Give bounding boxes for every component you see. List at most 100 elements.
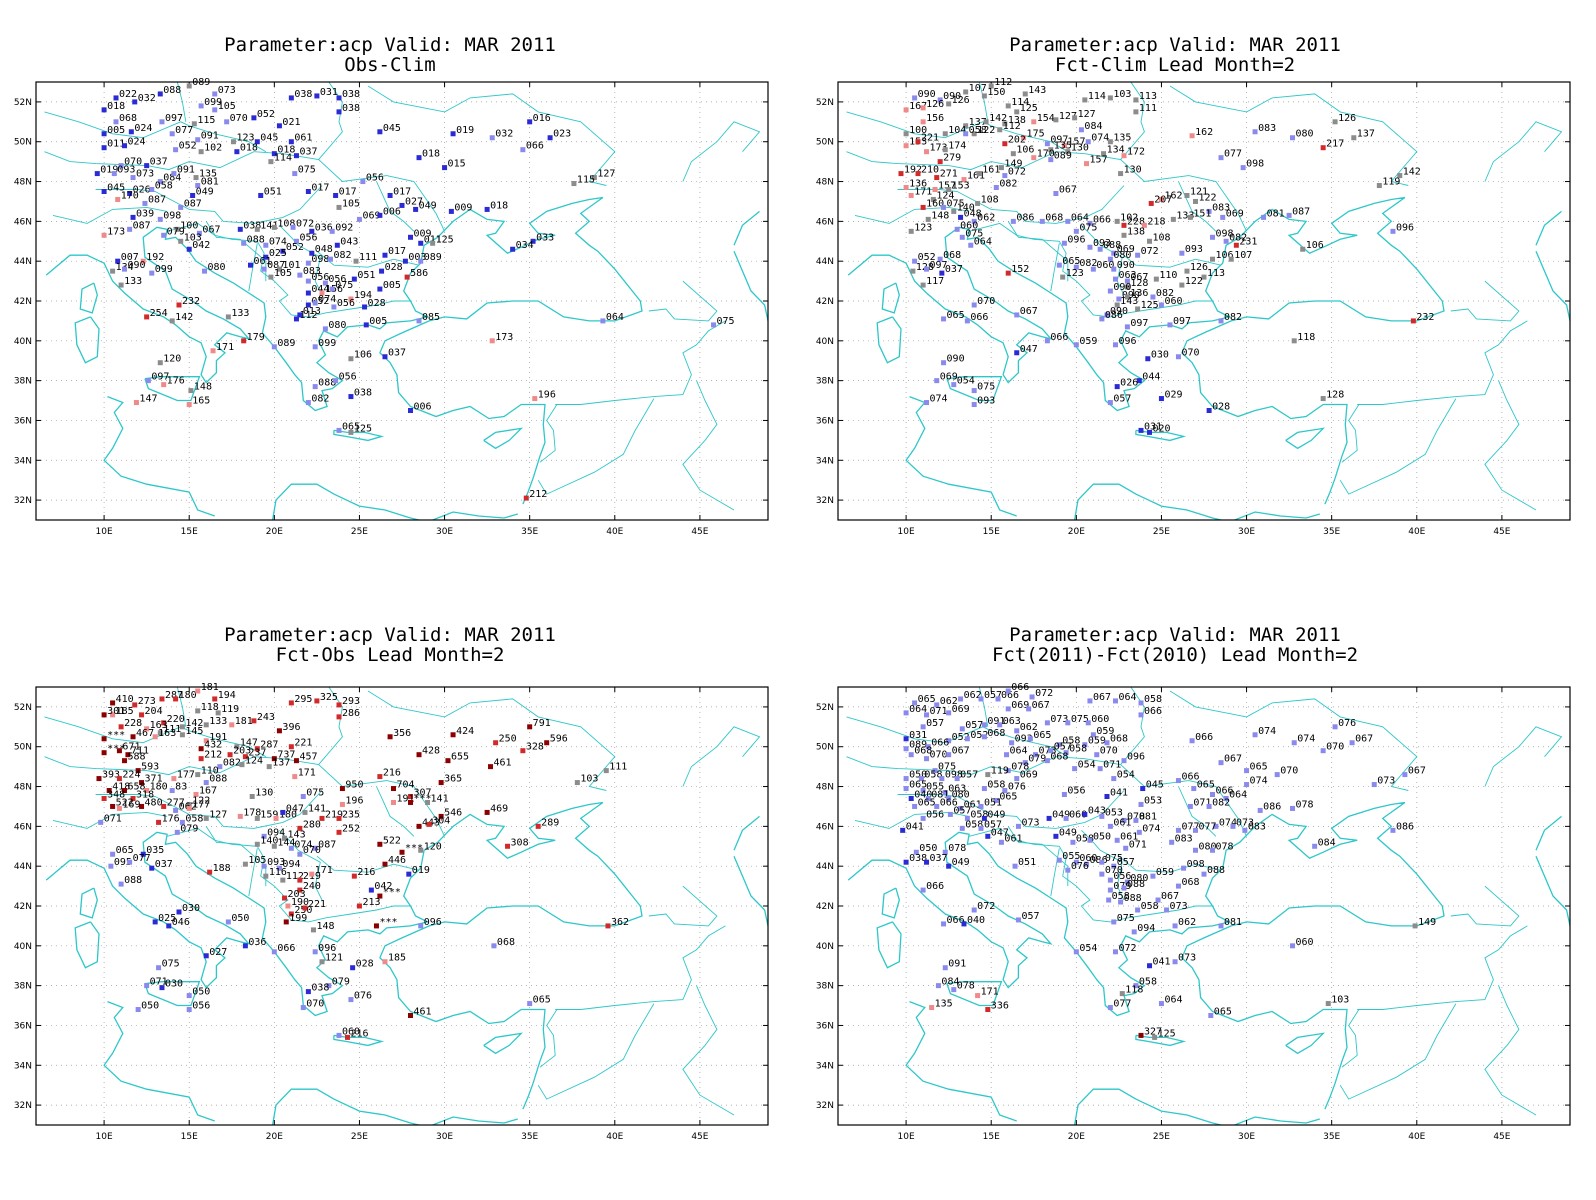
station-value: 159 — [260, 809, 278, 820]
panel-title-line2: Fct(2011)-Fct(2010) Lead Month=2 — [991, 644, 1359, 666]
station-marker: 052 — [946, 732, 970, 744]
station-marker: 064 — [1112, 692, 1137, 704]
station-value: 130 — [255, 788, 273, 799]
station-value: 052 — [918, 252, 936, 263]
station-value: 165 — [192, 396, 210, 407]
station-marker: 141 — [254, 220, 278, 232]
station-marker: 130 — [249, 788, 273, 799]
station-marker: 082 — [993, 179, 1017, 191]
station-marker: 042 — [186, 240, 210, 252]
station-marker: 070 — [1094, 746, 1118, 758]
lon-tick-label: 45E — [1493, 1132, 1510, 1142]
station-marker: 056 — [920, 809, 944, 821]
station-value: 052 — [311, 296, 329, 307]
station-marker: 020 — [1147, 423, 1171, 435]
station-value: 078 — [1011, 762, 1029, 773]
station-value: 064 — [1010, 746, 1028, 757]
panel-fct-obs: Parameter:acp Valid: MAR 2011 Fct-Obs Le… — [14, 625, 769, 1142]
station-marker: 273 — [132, 696, 156, 708]
station-value: 185 — [116, 706, 134, 717]
station-value: 588 — [128, 752, 146, 763]
station-marker: 069 — [1111, 244, 1135, 256]
station-value: 069 — [362, 210, 380, 221]
station-value: 051 — [264, 186, 282, 197]
station-value: 039 — [136, 208, 154, 219]
station-marker: 114 — [268, 153, 292, 165]
station-value: 028 — [1212, 402, 1230, 413]
station-value: 045 — [383, 123, 401, 134]
station-value: 279 — [943, 153, 961, 164]
station-marker: 090 — [1116, 290, 1140, 302]
station-value: 017 — [311, 183, 329, 194]
station-marker: 077 — [127, 853, 151, 865]
station-value: 105 — [248, 855, 266, 866]
station-marker: 072 — [1112, 943, 1137, 955]
lat-tick-label: 36N — [14, 1021, 32, 1031]
station-value: 194 — [218, 690, 236, 701]
station-value: 069 — [1226, 208, 1244, 219]
station-marker: 100 — [903, 125, 927, 137]
station-value: 088 — [318, 378, 336, 389]
station-value: 122 — [1198, 192, 1216, 203]
station-value: 120 — [163, 354, 181, 365]
station-marker: 056 — [1061, 786, 1085, 798]
station-marker: 185 — [382, 953, 406, 965]
station-value: 038 — [294, 89, 312, 100]
station-marker: 063 — [1112, 270, 1137, 282]
station-marker: 080 — [322, 320, 346, 332]
station-marker: 069 — [356, 210, 381, 222]
station-marker: 017 — [382, 246, 406, 258]
station-value: 018 — [240, 143, 258, 154]
station-marker: 061 — [247, 256, 272, 268]
station-marker: 019 — [406, 865, 430, 877]
station-value: 221 — [294, 738, 312, 749]
station-marker: 065 — [527, 995, 551, 1007]
station-value: 202 — [1008, 135, 1026, 146]
station-value: 093 — [1185, 244, 1203, 255]
station-marker: 034 — [510, 240, 534, 252]
station-value: 171 — [298, 768, 316, 779]
station-marker: 065 — [1027, 730, 1051, 742]
station-value: 057 — [953, 805, 971, 816]
station-value: 074 — [1219, 817, 1237, 828]
station-value: 066 — [1181, 772, 1199, 783]
station-marker: 106 — [348, 350, 372, 362]
station-marker: 085 — [416, 312, 440, 324]
station-marker: 067 — [1087, 692, 1111, 704]
station-value: 098 — [1216, 228, 1234, 239]
station-marker: 094 — [261, 827, 285, 839]
station-value: 065 — [1033, 730, 1051, 741]
station-marker: 019 — [450, 125, 474, 137]
station-value: 075 — [717, 316, 735, 327]
station-marker: 069 — [1014, 770, 1038, 782]
station-value: 083 — [303, 266, 321, 277]
station-marker: 028 — [350, 959, 374, 971]
station-marker: 031 — [314, 87, 338, 99]
lat-tick-label: 40N — [14, 337, 32, 347]
station-value: 037 — [299, 147, 317, 158]
station-marker: 027 — [399, 196, 423, 208]
station-value: 156 — [926, 113, 944, 124]
station-marker: 171 — [975, 987, 999, 999]
station-marker: 175 — [1021, 129, 1045, 141]
station-value: 191 — [209, 732, 227, 743]
station-marker: 090 — [122, 260, 146, 272]
station-value: 149 — [1004, 159, 1022, 170]
station-value: 106 — [1306, 240, 1324, 251]
lat-tick-label: 40N — [816, 942, 834, 952]
station-value: 066 — [1001, 690, 1019, 701]
station-marker: 067 — [1053, 184, 1077, 196]
station-marker: 216 — [345, 1028, 369, 1040]
station-value: 023 — [553, 129, 571, 140]
station-value: 151 — [1193, 208, 1211, 219]
station-marker: 073 — [1230, 817, 1254, 829]
station-value: 064 — [1229, 789, 1247, 800]
station-value: 075 — [335, 280, 353, 291]
station-marker: 065 — [1208, 1007, 1232, 1018]
station-marker: 070 — [118, 157, 142, 169]
station-value: 025 — [269, 248, 287, 259]
station-value: 047 — [991, 827, 1009, 838]
station-value: 067 — [1408, 766, 1426, 777]
station-value: 088 — [1127, 879, 1145, 890]
station-value: 163 — [150, 720, 168, 731]
